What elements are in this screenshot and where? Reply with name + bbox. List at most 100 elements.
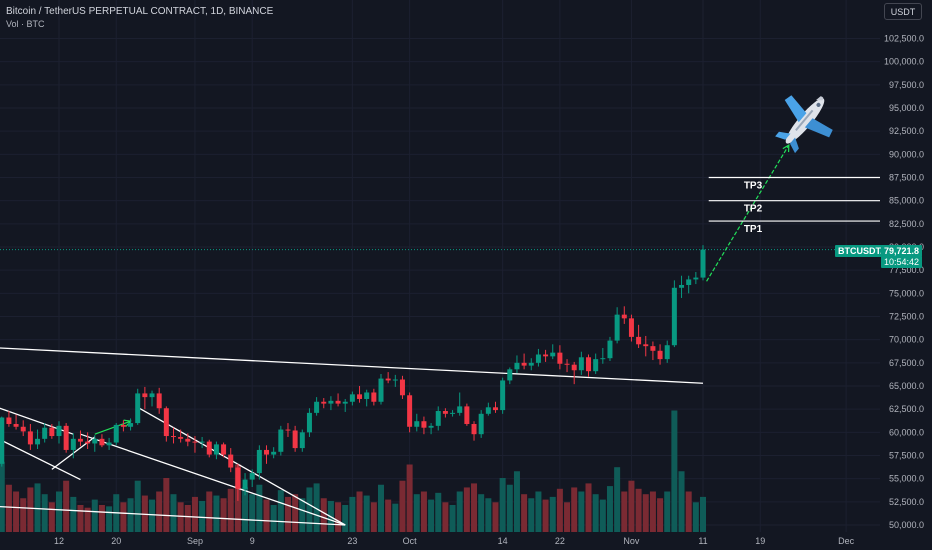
candle-body [149,393,155,398]
volume-bar [84,507,91,532]
volume-bar [184,505,191,532]
candle-body [500,380,506,411]
candle-body [364,392,370,399]
time-tick-label: 12 [54,536,64,546]
volume-bar [392,503,399,532]
candle-body [385,378,391,381]
volume-bar [335,502,342,532]
candle-body [693,277,699,280]
symbol-tag: BTCUSDT.P [835,245,892,257]
volume-bar [41,494,48,532]
volume-bar [98,505,105,532]
candle-body [428,425,434,428]
volume-bar [521,494,528,532]
price-tick-label: 65,000.0 [889,381,924,391]
volume-bar [657,498,664,532]
candle-body [457,406,463,413]
volume-bar [370,502,377,532]
candle-body [256,449,262,474]
candle-body [564,363,570,365]
candle-body [507,369,513,381]
volume-bar [471,483,478,532]
small-green-arrow [94,420,131,435]
volume-bar [199,500,206,532]
candle-body [35,438,41,445]
time-tick-label: Sep [187,536,203,546]
volume-bar [399,480,406,532]
candle-body [27,431,33,445]
candle-body [120,424,126,427]
time-tick-label: 9 [250,536,255,546]
candle-body [671,287,677,346]
volume-bar [599,499,606,532]
volume-bar [191,496,198,532]
volume-bar [692,502,699,532]
candle-body [249,473,255,480]
candle-body [442,411,448,414]
volume-bar [356,491,363,532]
candle-body [228,454,234,468]
candle-body [314,401,320,413]
volume-bar [242,487,249,532]
time-tick-label: 20 [111,536,121,546]
candle-body [528,362,534,366]
candle-body [6,417,12,424]
price-tick-label: 87,500.0 [889,173,924,183]
candle-body [185,438,191,442]
candle-body [206,441,212,455]
volume-bar [163,478,170,532]
candle-body [535,354,541,363]
candle-body [471,423,477,435]
volume-bar [542,499,549,532]
volume-bar [127,498,134,532]
volume-bar [13,491,20,532]
volume-bar [621,491,628,532]
volume-bar [385,499,392,532]
volume-bar [456,491,463,532]
chart-title: Bitcoin / TetherUS PERPETUAL CONTRACT, 1… [6,6,274,17]
candle-body [199,441,205,443]
candle-body [342,401,348,404]
volume-bar [585,483,592,532]
volume-bar [642,494,649,532]
price-tick-label: 100,000.0 [884,57,924,67]
candle-body [13,423,19,427]
candle-body [299,432,305,449]
candle-body [600,358,606,360]
time-tick-label: 22 [555,536,565,546]
candle-body [650,346,656,351]
volume-bar [5,484,12,532]
volume-bar [463,487,470,532]
candle-body [607,340,613,359]
volume-bar [120,502,127,532]
candle-body [392,379,398,381]
price-tick-label: 62,500.0 [889,404,924,414]
price-tick-label: 92,500.0 [889,126,924,136]
candle-body [550,352,556,357]
time-tick-label: Nov [623,536,640,546]
price-tick-label: 52,500.0 [889,497,924,507]
volume-bar [556,488,563,532]
candle-body [664,345,670,360]
volume-bar [700,496,706,532]
airplane-icon [775,95,833,154]
candle-body [85,441,91,444]
wedge-upper-2 [137,406,346,526]
volume-bar [27,487,34,532]
volume-bar [342,505,349,532]
volume-bar [277,490,284,532]
target-label: TP1 [744,224,763,235]
volume-bar [299,498,306,532]
last-price-tag: 79,721.8 [881,245,923,257]
currency-button[interactable]: USDT [884,3,922,20]
volume-bar [249,494,256,532]
volume-bars [0,410,706,532]
candle-body [335,400,341,404]
volume-bar [256,484,263,532]
volume-bar [378,484,384,532]
candle-body [543,354,549,357]
candle-body [679,284,685,288]
candle-body [306,412,312,433]
price-tick-label: 50,000.0 [889,520,924,530]
